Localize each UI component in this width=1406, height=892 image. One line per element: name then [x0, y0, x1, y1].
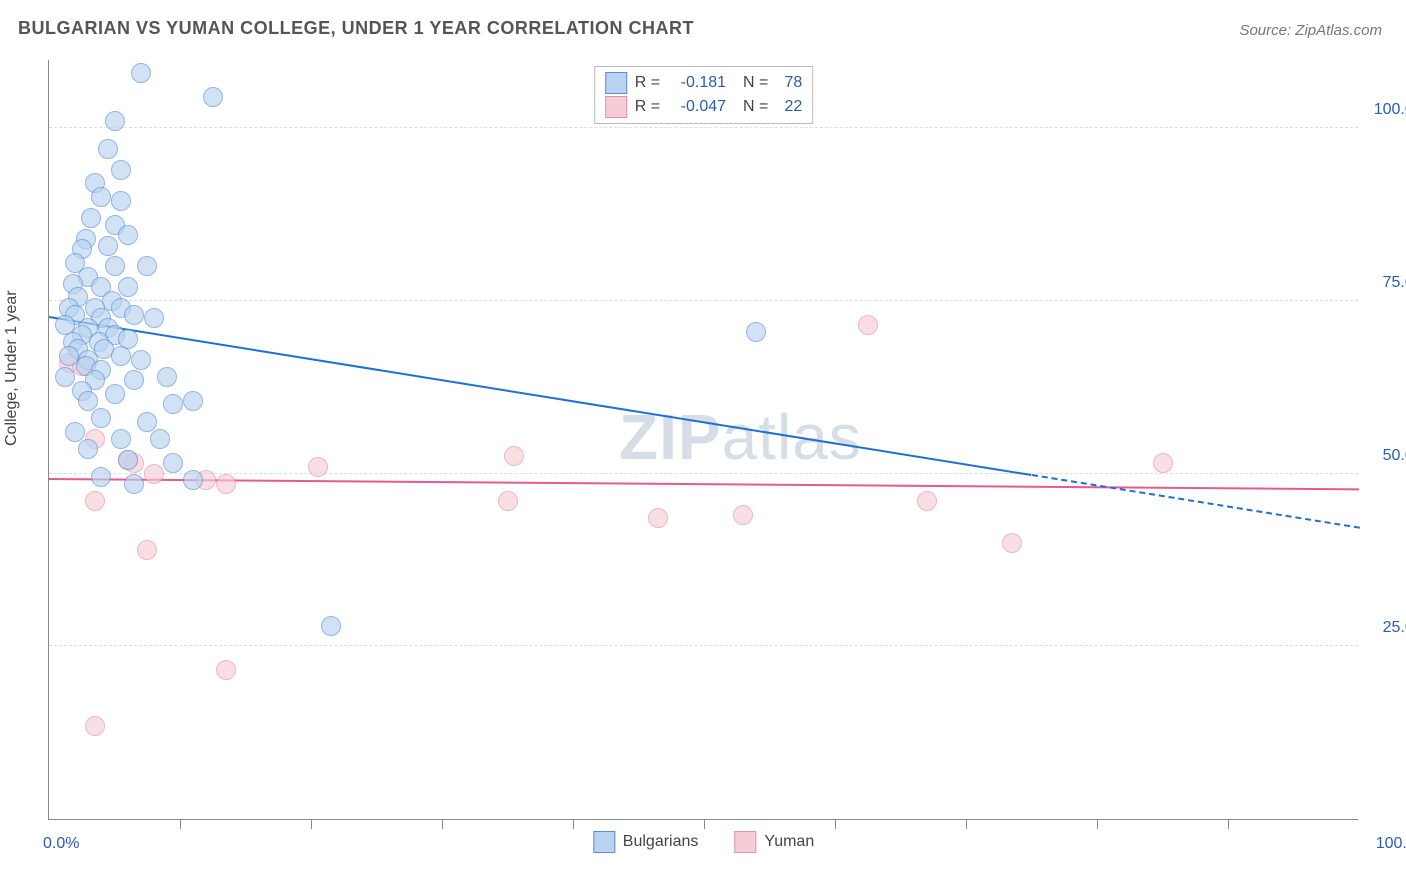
legend-stats-row: R = -0.047 N = 22	[605, 95, 803, 119]
scatter-point	[105, 256, 125, 276]
scatter-point	[917, 491, 937, 511]
scatter-point	[137, 412, 157, 432]
scatter-point	[157, 367, 177, 387]
scatter-point	[91, 467, 111, 487]
stat-n-label: N =	[734, 71, 768, 95]
scatter-point	[163, 453, 183, 473]
scatter-point	[216, 474, 236, 494]
scatter-point	[137, 256, 157, 276]
scatter-point	[131, 63, 151, 83]
x-tick	[573, 819, 574, 829]
scatter-point	[321, 616, 341, 636]
gridline	[49, 127, 1358, 128]
y-tick-label: 100.0%	[1374, 101, 1406, 119]
bottom-legend: Bulgarians Yuman	[593, 831, 814, 853]
trend-line	[1031, 474, 1359, 529]
scatter-point	[111, 429, 131, 449]
scatter-point	[163, 394, 183, 414]
scatter-point	[55, 367, 75, 387]
x-tick	[180, 819, 181, 829]
swatch-icon	[605, 96, 627, 118]
scatter-point	[308, 457, 328, 477]
x-tick	[835, 819, 836, 829]
scatter-point	[124, 305, 144, 325]
scatter-point	[105, 111, 125, 131]
legend-label: Bulgarians	[623, 833, 699, 851]
scatter-point	[144, 464, 164, 484]
scatter-point	[118, 225, 138, 245]
legend-stats-box: R = -0.181 N = 78 R = -0.047 N = 22	[594, 66, 814, 124]
scatter-point	[183, 470, 203, 490]
scatter-point	[150, 429, 170, 449]
stat-r-value: -0.181	[668, 71, 726, 95]
scatter-point	[504, 446, 524, 466]
scatter-point	[124, 370, 144, 390]
y-axis-title: College, Under 1 year	[3, 290, 21, 446]
scatter-point	[216, 660, 236, 680]
stat-r-value: -0.047	[668, 95, 726, 119]
scatter-point	[733, 505, 753, 525]
stat-r-label: R =	[635, 95, 660, 119]
x-tick	[704, 819, 705, 829]
stat-n-value: 78	[776, 71, 802, 95]
x-tick	[1228, 819, 1229, 829]
scatter-point	[91, 187, 111, 207]
swatch-icon	[734, 831, 756, 853]
scatter-point	[131, 350, 151, 370]
scatter-point	[105, 384, 125, 404]
legend-item: Yuman	[734, 831, 814, 853]
scatter-point	[203, 87, 223, 107]
scatter-point	[111, 191, 131, 211]
scatter-point	[1002, 533, 1022, 553]
scatter-point	[98, 139, 118, 159]
x-tick	[311, 819, 312, 829]
scatter-point	[137, 540, 157, 560]
x-axis-label-max: 100.0%	[1376, 835, 1406, 853]
gridline	[49, 300, 1358, 301]
watermark: ZIPatlas	[619, 400, 862, 474]
scatter-point	[1153, 453, 1173, 473]
scatter-point	[81, 208, 101, 228]
scatter-point	[118, 277, 138, 297]
scatter-point	[85, 716, 105, 736]
x-tick	[442, 819, 443, 829]
scatter-point	[498, 491, 518, 511]
gridline	[49, 645, 1358, 646]
scatter-point	[746, 322, 766, 342]
plot-area: ZIPatlas R = -0.181 N = 78 R = -0.047 N …	[48, 60, 1358, 820]
x-axis-label-min: 0.0%	[43, 835, 79, 853]
y-tick-label: 25.0%	[1383, 619, 1406, 637]
legend-item: Bulgarians	[593, 831, 699, 853]
chart-container: BULGARIAN VS YUMAN COLLEGE, UNDER 1 YEAR…	[0, 0, 1406, 892]
stat-n-label: N =	[734, 95, 768, 119]
scatter-point	[124, 474, 144, 494]
trend-line	[49, 478, 1359, 490]
scatter-point	[98, 236, 118, 256]
swatch-icon	[605, 72, 627, 94]
scatter-point	[144, 308, 164, 328]
scatter-point	[183, 391, 203, 411]
stat-n-value: 22	[776, 95, 802, 119]
swatch-icon	[593, 831, 615, 853]
scatter-point	[91, 408, 111, 428]
x-tick	[1097, 819, 1098, 829]
legend-label: Yuman	[764, 833, 814, 851]
scatter-point	[85, 491, 105, 511]
y-tick-label: 75.0%	[1383, 274, 1406, 292]
scatter-point	[648, 508, 668, 528]
scatter-point	[78, 391, 98, 411]
scatter-point	[858, 315, 878, 335]
scatter-point	[78, 439, 98, 459]
y-tick-label: 50.0%	[1383, 447, 1406, 465]
x-tick	[966, 819, 967, 829]
scatter-point	[118, 450, 138, 470]
scatter-point	[65, 422, 85, 442]
legend-stats-row: R = -0.181 N = 78	[605, 71, 803, 95]
source-label: Source: ZipAtlas.com	[1239, 22, 1382, 39]
stat-r-label: R =	[635, 71, 660, 95]
scatter-point	[111, 346, 131, 366]
chart-title: BULGARIAN VS YUMAN COLLEGE, UNDER 1 YEAR…	[18, 18, 694, 39]
scatter-point	[111, 160, 131, 180]
